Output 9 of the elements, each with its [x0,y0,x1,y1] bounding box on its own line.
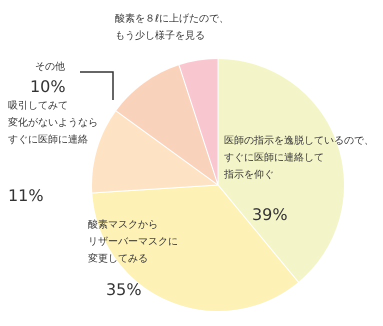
slice-label: 吸引してみて変化がないようならすぐに医師に連絡 [8,100,98,146]
slice-label: 医師の指示を逸脱しているので、すぐに医師に連絡して指示を仰ぐ [223,134,374,181]
data-label: 11% [8,186,44,206]
slice-label: 酸素を８ℓに上げたので、もう少し様子を見る [115,12,230,42]
slice-label: その他 [35,60,65,73]
data-label: 39% [252,205,288,224]
slice-label: 酸素マスクからリザーバーマスクに変更してみる [88,218,178,265]
data-label: 10% [30,77,66,96]
data-label: 35% [106,280,142,300]
